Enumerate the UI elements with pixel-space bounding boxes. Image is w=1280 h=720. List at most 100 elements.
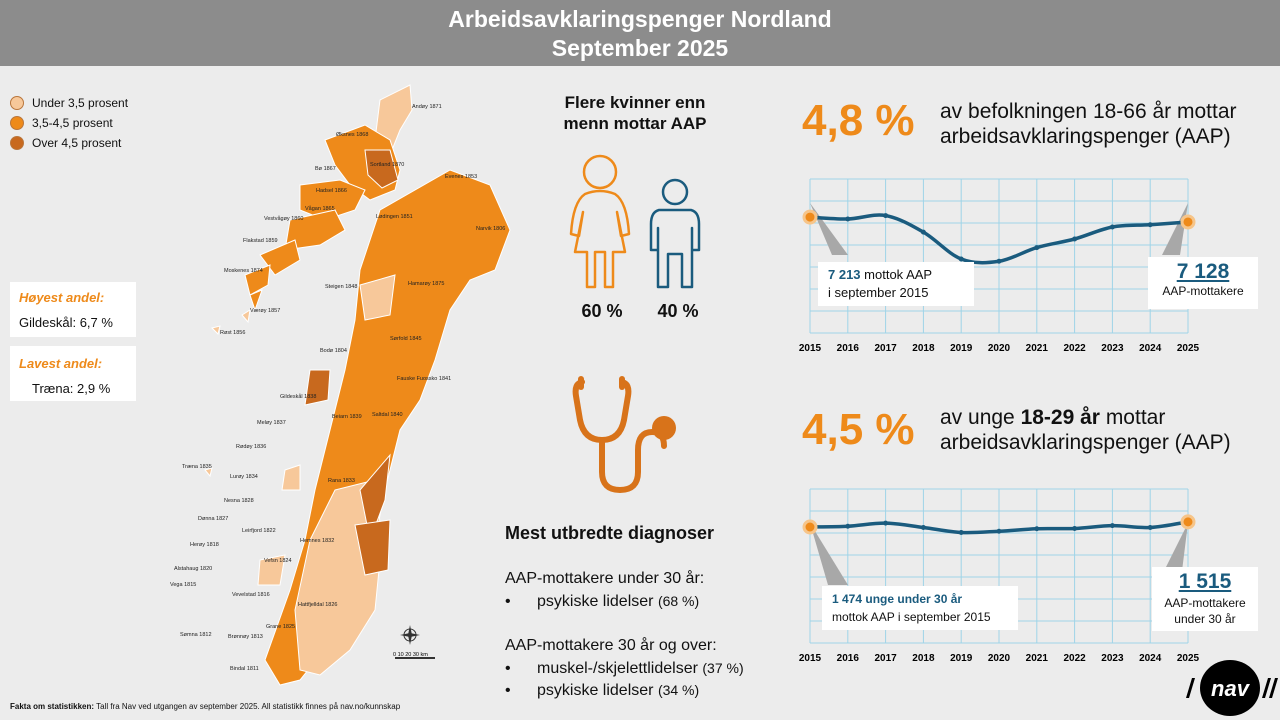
x-tick-label: 2024 [1139, 343, 1162, 354]
gender-title: Flere kvinner enn menn mottar AAP [545, 92, 725, 134]
x-tick-label: 2016 [837, 653, 860, 664]
data-point [1109, 224, 1115, 230]
map-label: Vefsn 1824 [264, 558, 292, 564]
map-label: Nesna 1828 [224, 498, 254, 504]
diagnoses-over30-item: • muskel-/skjelettlidelser (37 %) [505, 660, 744, 677]
x-tick-label: 2022 [1063, 653, 1086, 664]
data-point [883, 520, 889, 526]
callout-pointer [810, 523, 848, 585]
legend-label-high: Over 4,5 prosent [32, 136, 122, 150]
map-label: Vega 1815 [170, 582, 196, 588]
map-label: Flakstad 1859 [243, 238, 278, 244]
data-point-endpoint [802, 519, 818, 535]
x-tick-label: 2023 [1101, 343, 1124, 354]
legend-label-mid: 3,5-4,5 prosent [32, 116, 113, 130]
gender-figures [569, 154, 701, 289]
map-label: Vevelstad 1816 [232, 592, 270, 598]
x-tick-label: 2019 [950, 653, 973, 664]
lowest-share-box: Lavest andel: Træna: 2,9 % [10, 346, 136, 401]
map-label: Beiarn 1839 [332, 414, 362, 420]
map-region-sortland [364, 149, 399, 189]
x-tick-label: 2016 [837, 343, 860, 354]
data-point [996, 528, 1002, 534]
chart2-callout-end: 1 515 AAP-mottakere under 30 år [1152, 567, 1258, 631]
map-scale-bar: 0 10 20 30 km [393, 652, 435, 659]
bullet-icon: • [505, 660, 511, 677]
map-label: Fauske Fuossko 1841 [397, 376, 451, 382]
x-tick-label: 2017 [874, 343, 897, 354]
data-point [1072, 526, 1078, 531]
x-tick-label: 2024 [1139, 653, 1162, 664]
map-label: Hemnes 1832 [300, 538, 334, 544]
map-label: Sørfold 1845 [390, 336, 422, 342]
map-label: Moskenes 1874 [224, 268, 263, 274]
aap-youth-chart: 2015 2016 2017 2018 2019 2020 2021 2022 2023 2024… [799, 488, 1200, 664]
callout-pointer [1164, 523, 1188, 571]
legend-swatch-high [10, 136, 24, 150]
legend-label-low: Under 3,5 prosent [32, 96, 129, 110]
diagnoses-title: Mest utbredte diagnoser [505, 523, 715, 543]
highest-share-box: Høyest andel: Gildeskål: 6,7 % [10, 282, 136, 337]
x-tick-label: 2015 [799, 653, 822, 664]
stat2-description: av unge 18-29 år mottar arbeidsavklaring… [940, 406, 1231, 454]
map-label: Steigen 1848 [325, 284, 357, 290]
map-legend: Under 3,5 prosent 3,5-4,5 prosent Over 4… [10, 93, 128, 153]
x-tick-label: 2021 [1026, 653, 1049, 664]
map-label: Brønnøy 1813 [228, 634, 263, 640]
lowest-share-label: Lavest andel: [19, 356, 103, 371]
map-label: Bindal 1811 [230, 666, 259, 672]
chart2-callout-start: 1 474 unge under 30 år mottok AAP i sept… [822, 586, 1018, 630]
map-label: Røst 1856 [220, 330, 245, 336]
map-label: Dønna 1827 [198, 516, 228, 522]
map-label: Bø 1867 [315, 166, 336, 172]
male-pct: 40 % [657, 301, 699, 321]
map-label: Hamarøy 1875 [408, 281, 444, 287]
chart1-callout-end: 7 128 AAP-mottakere [1148, 257, 1258, 309]
map-region-hemnes [354, 519, 391, 576]
map-label: Leirfjord 1822 [242, 528, 276, 534]
stethoscope-icon [572, 376, 676, 494]
chart-grid [809, 178, 1189, 334]
map-label: Vestvågøy 1860 [264, 215, 303, 222]
female-pct: 60 % [581, 301, 623, 321]
x-tick-label: 2015 [799, 343, 822, 354]
x-tick-label: 2020 [988, 653, 1011, 664]
gender-title-line2: menn mottar AAP [563, 114, 707, 133]
x-tick-label: 2022 [1063, 343, 1086, 354]
map-label: Evenes 1853 [445, 174, 477, 180]
page-title-line2: September 2025 [551, 35, 729, 61]
map-label: Gildeskål 1838 [280, 393, 316, 400]
x-tick-label: 2025 [1177, 653, 1200, 664]
data-point-endpoint [1180, 514, 1196, 530]
map-region-steigen [359, 274, 396, 321]
data-point [1034, 245, 1040, 251]
x-tick-label: 2023 [1101, 653, 1124, 664]
footer-note: Fakta om statistikken: Tall fra Nav ved … [10, 702, 401, 711]
nav-logo-icon: nav [1186, 660, 1278, 716]
legend-item-high: Over 4,5 prosent [10, 133, 128, 153]
map-labels: Andøy 1871 Øksnes 1868 Sortland 1870 Bø … [170, 104, 505, 672]
highest-share-label: Høyest andel: [19, 290, 105, 305]
data-point [1147, 222, 1153, 228]
x-tick-label: 2021 [1026, 343, 1049, 354]
map-region-moskenes [249, 289, 263, 312]
map-label: Vågan 1865 [305, 205, 335, 212]
nav-logo-text: nav [1211, 676, 1251, 701]
data-point [958, 530, 964, 535]
data-point [1034, 526, 1040, 532]
map-label: Sømna 1812 [180, 632, 212, 638]
map-region-vaeroy [241, 308, 251, 324]
bullet-icon: • [505, 682, 511, 699]
diagnoses-over30-item: • psykiske lidelser (34 %) [505, 682, 700, 699]
data-point [920, 229, 926, 235]
callout-pointer [810, 203, 848, 255]
x-tick-label: 2017 [874, 653, 897, 664]
legend-swatch-low [10, 96, 24, 110]
map-label: Rødøy 1836 [236, 444, 266, 450]
map-label: Herøy 1818 [190, 542, 219, 548]
lowest-share-value: Træna: 2,9 % [32, 381, 111, 396]
diagnoses-under30-label: AAP-mottakere under 30 år: [505, 570, 705, 587]
map-label: Grane 1825 [266, 624, 295, 630]
highest-share-value: Gildeskål: 6,7 % [19, 315, 113, 330]
x-tick-label: 2018 [912, 343, 935, 354]
